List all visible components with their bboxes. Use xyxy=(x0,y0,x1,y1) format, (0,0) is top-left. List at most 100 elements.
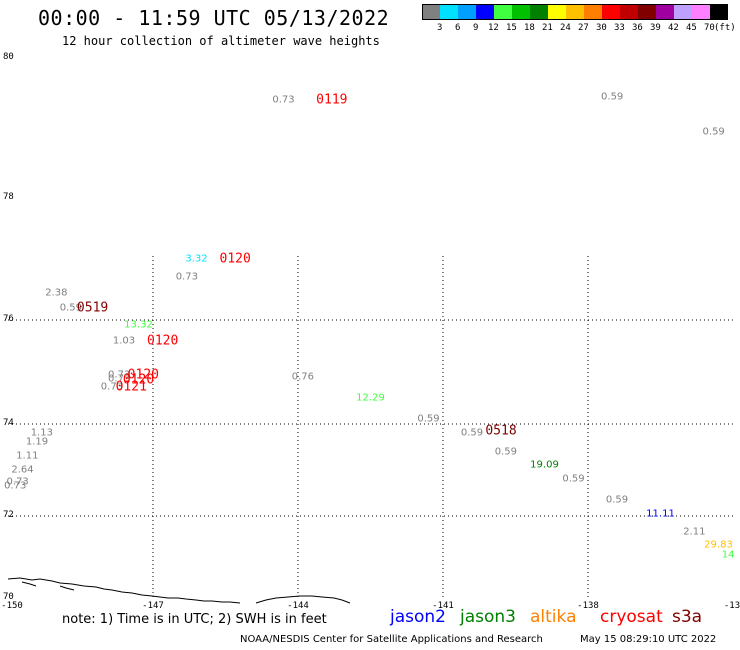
color-scale-label: 27 xyxy=(578,23,589,33)
latitude-label: 70 xyxy=(3,592,14,602)
color-swatch xyxy=(530,4,548,20)
wave-height-label: 0.59 xyxy=(494,446,517,458)
coastline-canada xyxy=(255,595,351,604)
color-swatch xyxy=(656,4,674,20)
generation-timestamp: May 15 08:29:10 UTC 2022 xyxy=(580,634,717,645)
color-scale-label: 18 xyxy=(524,23,535,33)
pass-time-label: 0120 xyxy=(219,251,251,267)
wave-height-label: 2.64 xyxy=(11,464,34,476)
wave-height-label: 0.73 xyxy=(108,373,131,385)
color-scale-label: 70 xyxy=(704,23,715,33)
wave-height-label: 0.59 xyxy=(605,494,629,506)
longitude-label: -144 xyxy=(287,601,309,611)
pass-time-label: 0518 xyxy=(485,423,517,439)
wave-height-label: 1.19 xyxy=(25,436,49,448)
legend-cryosat: cryosat xyxy=(600,607,663,627)
longitude-label: -150 xyxy=(1,601,23,611)
map-subtitle: 12 hour collection of altimeter wave hei… xyxy=(62,34,380,48)
color-scale-label: 24 xyxy=(560,23,571,33)
wave-height-label: 0.73 xyxy=(108,369,131,381)
wave-height-label: 0.73 xyxy=(4,480,27,492)
legend-altika: altika xyxy=(530,607,577,627)
wave-height-label: 3.32 xyxy=(185,253,208,265)
coastline-segment xyxy=(21,581,37,587)
color-swatch xyxy=(566,4,584,20)
wave-height-label: 2.11 xyxy=(683,526,706,538)
color-swatch xyxy=(674,4,692,20)
color-scale-label: 15 xyxy=(506,23,517,33)
color-scale-unit: (ft) xyxy=(714,23,736,33)
color-swatch xyxy=(476,4,494,20)
coastline xyxy=(7,577,351,604)
color-scale-label: 42 xyxy=(668,23,679,33)
wave-height-label: 2.38 xyxy=(45,287,68,299)
color-swatch xyxy=(692,4,710,20)
wave-height-label: 0.59 xyxy=(460,427,484,439)
color-scale-label: 12 xyxy=(488,23,499,33)
wave-height-label: 29.83 xyxy=(704,539,733,551)
color-swatch xyxy=(494,4,512,20)
color-scale-label: 21 xyxy=(542,23,553,33)
wave-height-label: 0.59 xyxy=(702,126,725,137)
longitude-label: -13 xyxy=(723,601,740,611)
color-scale-label: 39 xyxy=(650,23,661,33)
color-scale-border xyxy=(422,4,728,20)
color-scale-label: 3 xyxy=(437,23,443,33)
color-swatch xyxy=(584,4,602,20)
wave-height-label: 11.11 xyxy=(646,508,675,520)
latitude-label: 80 xyxy=(3,52,14,62)
longitude-label: -147 xyxy=(142,601,164,611)
wave-height-label: 0.73 xyxy=(100,381,124,393)
graticule xyxy=(8,256,733,598)
wave-height-label: 19.09 xyxy=(530,459,559,471)
pass-time-label: 0519 xyxy=(76,300,109,316)
coastline-alaska xyxy=(7,577,241,604)
map-title: 00:00 - 11:59 UTC 05/13/2022 xyxy=(38,6,390,30)
latitude-label: 78 xyxy=(3,192,14,202)
latitude-label: 72 xyxy=(3,510,14,520)
wave-height-label: 13.32 xyxy=(124,319,153,331)
pass-time-label: 0121 xyxy=(115,379,147,395)
wave-height-label: 0.76 xyxy=(291,371,314,383)
color-scale-label: 6 xyxy=(455,23,461,33)
wave-height-label: 0.59 xyxy=(59,302,82,314)
latitude-label: 74 xyxy=(3,418,14,428)
longitude-label: -141 xyxy=(432,601,454,611)
wave-height-label: 0.59 xyxy=(601,91,624,102)
color-scale-label: 36 xyxy=(632,23,643,33)
wave-height-label: 0.73 xyxy=(175,271,198,283)
credit-text: NOAA/NESDIS Center for Satellite Applica… xyxy=(240,634,543,645)
color-swatch xyxy=(512,4,530,20)
color-scale-label: 33 xyxy=(614,23,625,33)
pass-time-label: 0120 xyxy=(147,333,179,349)
legend-jason2: jason2 xyxy=(390,607,446,627)
color-swatch xyxy=(440,4,458,20)
legend-jason3: jason3 xyxy=(460,607,516,627)
footer-note: note: 1) Time is in UTC; 2) SWH is in fe… xyxy=(62,612,327,627)
coastline-segment xyxy=(59,585,75,591)
wave-height-label: 0.73 xyxy=(6,476,29,487)
wave-height-label: 14 xyxy=(721,549,735,561)
color-swatch xyxy=(710,4,728,20)
pass-time-label: 0120 xyxy=(127,367,159,383)
color-swatch xyxy=(422,4,440,20)
wave-height-label: 1.13 xyxy=(30,427,53,439)
color-scale-label: 9 xyxy=(473,23,479,33)
color-swatch xyxy=(602,4,620,20)
wave-height-label: 1.03 xyxy=(112,335,136,347)
pass-time-label: 0120 xyxy=(122,372,155,388)
color-swatch xyxy=(620,4,638,20)
wave-height-label: 0.59 xyxy=(562,473,585,485)
color-swatch xyxy=(638,4,656,20)
pass-time-label: 0119 xyxy=(316,92,348,108)
color-scale-label: 45 xyxy=(686,23,697,33)
latitude-label: 76 xyxy=(3,314,14,324)
wave-height-label: 1.11 xyxy=(16,450,39,462)
wave-height-label: 12.29 xyxy=(356,392,385,404)
wave-height-label: 0.73 xyxy=(272,94,295,106)
legend-s3a: s3a xyxy=(672,607,703,627)
longitude-label: -138 xyxy=(577,601,599,611)
color-swatch xyxy=(458,4,476,20)
wave-height-label: 0.59 xyxy=(417,413,440,425)
